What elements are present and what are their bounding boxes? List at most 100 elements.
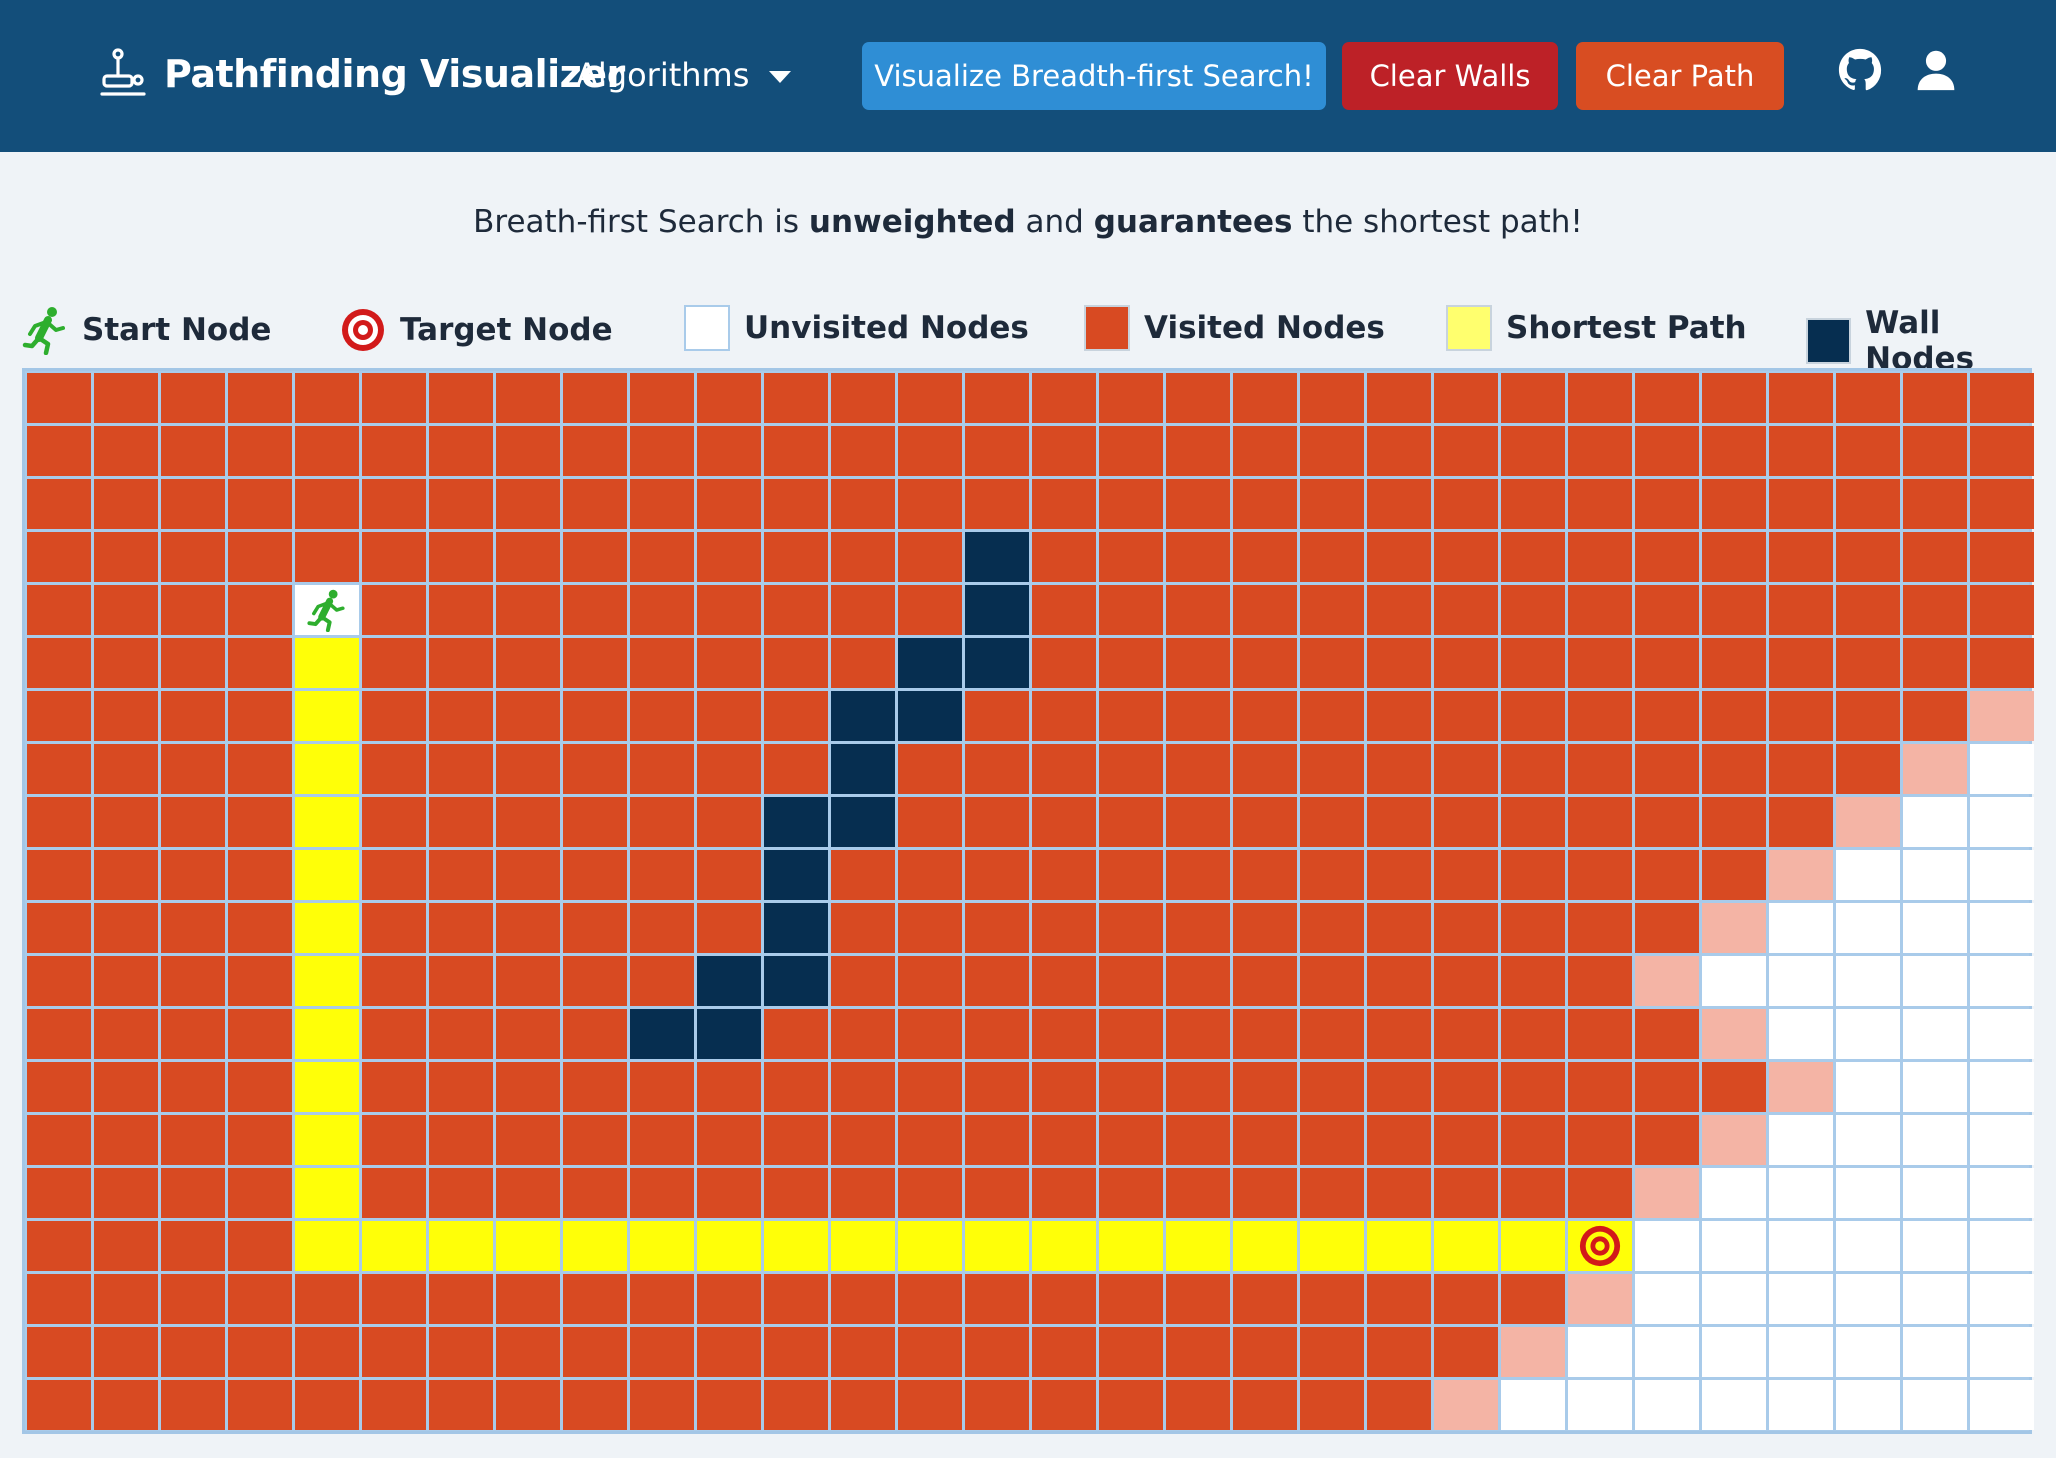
unvisited-node[interactable] [1903, 1115, 1967, 1165]
visited-node[interactable] [496, 585, 560, 635]
shortest-path-node[interactable] [295, 1009, 359, 1059]
visited-node[interactable] [429, 691, 493, 741]
shortest-path-node[interactable] [295, 956, 359, 1006]
unvisited-node[interactable] [1970, 1221, 2034, 1271]
visited-node[interactable] [563, 1009, 627, 1059]
visited-node[interactable] [1099, 479, 1163, 529]
visited-node[interactable] [295, 479, 359, 529]
visited-node[interactable] [697, 691, 761, 741]
visited-node[interactable] [898, 479, 962, 529]
visited-node[interactable] [1568, 1009, 1632, 1059]
visited-node[interactable] [1367, 426, 1431, 476]
unvisited-node[interactable] [1702, 1327, 1766, 1377]
visited-node[interactable] [764, 1274, 828, 1324]
visited-node[interactable] [898, 1168, 962, 1218]
visited-node[interactable] [1367, 1327, 1431, 1377]
visited-node[interactable] [898, 850, 962, 900]
clear-walls-button[interactable]: Clear Walls [1342, 42, 1558, 110]
visited-node[interactable] [563, 1115, 627, 1165]
unvisited-node[interactable] [1769, 903, 1833, 953]
unvisited-node[interactable] [1970, 797, 2034, 847]
visited-node[interactable] [27, 903, 91, 953]
visited-node[interactable] [429, 744, 493, 794]
visited-node[interactable] [94, 1274, 158, 1324]
visited-node[interactable] [429, 532, 493, 582]
unvisited-node[interactable] [1903, 1062, 1967, 1112]
visited-node[interactable] [27, 479, 91, 529]
visited-node[interactable] [1501, 1327, 1565, 1377]
visited-node[interactable] [898, 903, 962, 953]
visited-node[interactable] [1434, 1327, 1498, 1377]
shortest-path-node[interactable] [295, 691, 359, 741]
visited-node[interactable] [1233, 532, 1297, 582]
visited-node[interactable] [429, 1115, 493, 1165]
shortest-path-node[interactable] [295, 1115, 359, 1165]
visited-node[interactable] [1635, 850, 1699, 900]
visited-node[interactable] [295, 426, 359, 476]
visited-node[interactable] [1032, 585, 1096, 635]
visited-node[interactable] [764, 1115, 828, 1165]
shortest-path-node[interactable] [1300, 1221, 1364, 1271]
visited-node[interactable] [1702, 638, 1766, 688]
visited-node[interactable] [697, 1327, 761, 1377]
unvisited-node[interactable] [1903, 1327, 1967, 1377]
visited-node[interactable] [630, 691, 694, 741]
visited-node[interactable] [228, 1380, 292, 1430]
unvisited-node[interactable] [1635, 1380, 1699, 1430]
visited-node[interactable] [161, 585, 225, 635]
visited-node[interactable] [496, 1274, 560, 1324]
visited-node[interactable] [965, 956, 1029, 1006]
unvisited-node[interactable] [1836, 850, 1900, 900]
visited-node[interactable] [1300, 1327, 1364, 1377]
visited-node[interactable] [27, 585, 91, 635]
visited-node[interactable] [1836, 797, 1900, 847]
visualize-button[interactable]: Visualize Breadth-first Search! [862, 42, 1326, 110]
visited-node[interactable] [1970, 479, 2034, 529]
visited-node[interactable] [429, 1380, 493, 1430]
visited-node[interactable] [764, 585, 828, 635]
shortest-path-node[interactable] [295, 797, 359, 847]
visited-node[interactable] [1300, 1062, 1364, 1112]
visited-node[interactable] [362, 1274, 426, 1324]
visited-node[interactable] [1233, 903, 1297, 953]
visited-node[interactable] [697, 585, 761, 635]
visited-node[interactable] [1970, 426, 2034, 476]
visited-node[interactable] [1434, 797, 1498, 847]
visited-node[interactable] [228, 1168, 292, 1218]
visited-node[interactable] [1501, 956, 1565, 1006]
visited-node[interactable] [630, 532, 694, 582]
visited-node[interactable] [697, 903, 761, 953]
visited-node[interactable] [1166, 691, 1230, 741]
visited-node[interactable] [1702, 585, 1766, 635]
unvisited-node[interactable] [1702, 1168, 1766, 1218]
visited-node[interactable] [94, 850, 158, 900]
visited-node[interactable] [496, 850, 560, 900]
visited-node[interactable] [965, 850, 1029, 900]
visited-node[interactable] [1836, 744, 1900, 794]
visited-node[interactable] [1903, 691, 1967, 741]
visited-node[interactable] [1032, 1062, 1096, 1112]
visited-node[interactable] [161, 850, 225, 900]
visited-node[interactable] [1367, 797, 1431, 847]
visited-node[interactable] [1233, 426, 1297, 476]
visited-node[interactable] [1434, 426, 1498, 476]
visited-node[interactable] [630, 426, 694, 476]
visited-node[interactable] [295, 532, 359, 582]
visited-node[interactable] [1233, 1115, 1297, 1165]
visited-node[interactable] [1635, 744, 1699, 794]
visited-node[interactable] [27, 426, 91, 476]
visited-node[interactable] [362, 850, 426, 900]
visited-node[interactable] [965, 426, 1029, 476]
visited-node[interactable] [697, 850, 761, 900]
unvisited-node[interactable] [1836, 1168, 1900, 1218]
shortest-path-node[interactable] [1032, 1221, 1096, 1271]
visited-node[interactable] [1769, 744, 1833, 794]
visited-node[interactable] [295, 1274, 359, 1324]
visited-node[interactable] [362, 1009, 426, 1059]
visited-node[interactable] [27, 1274, 91, 1324]
visited-node[interactable] [1434, 638, 1498, 688]
visited-node[interactable] [630, 1062, 694, 1112]
unvisited-node[interactable] [1970, 903, 2034, 953]
visited-node[interactable] [831, 1380, 895, 1430]
visited-node[interactable] [429, 1062, 493, 1112]
